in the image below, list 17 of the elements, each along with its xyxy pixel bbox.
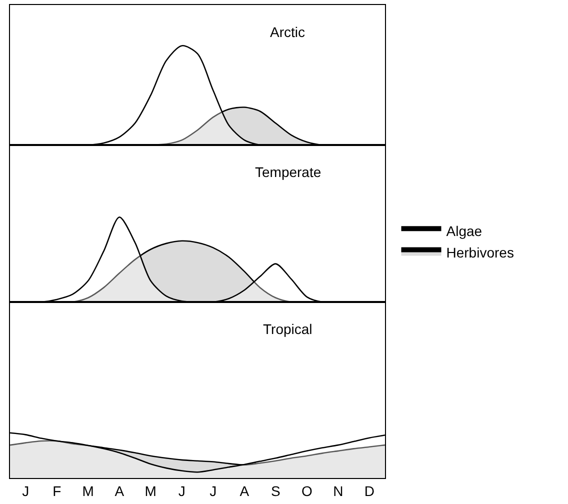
- x-tick-label: F: [52, 482, 62, 499]
- chart-title: Tropical: [263, 321, 312, 337]
- x-tick-label: S: [270, 482, 280, 499]
- chart-title: Temperate: [255, 164, 322, 180]
- chart-title: Arctic: [270, 24, 305, 40]
- legend-label: Herbivores: [446, 244, 514, 260]
- x-tick-label: A: [240, 482, 250, 499]
- x-tick-label: N: [333, 482, 344, 499]
- x-tick-label: M: [82, 482, 94, 499]
- x-tick-label: A: [114, 482, 125, 499]
- x-tick-label: M: [144, 482, 156, 499]
- x-tick-label: O: [301, 482, 312, 499]
- x-tick-label: J: [210, 482, 217, 499]
- x-tick-label: J: [178, 482, 186, 499]
- x-tick-label: J: [22, 482, 30, 499]
- legend-label: Algae: [446, 223, 482, 240]
- x-tick-label: D: [364, 482, 374, 499]
